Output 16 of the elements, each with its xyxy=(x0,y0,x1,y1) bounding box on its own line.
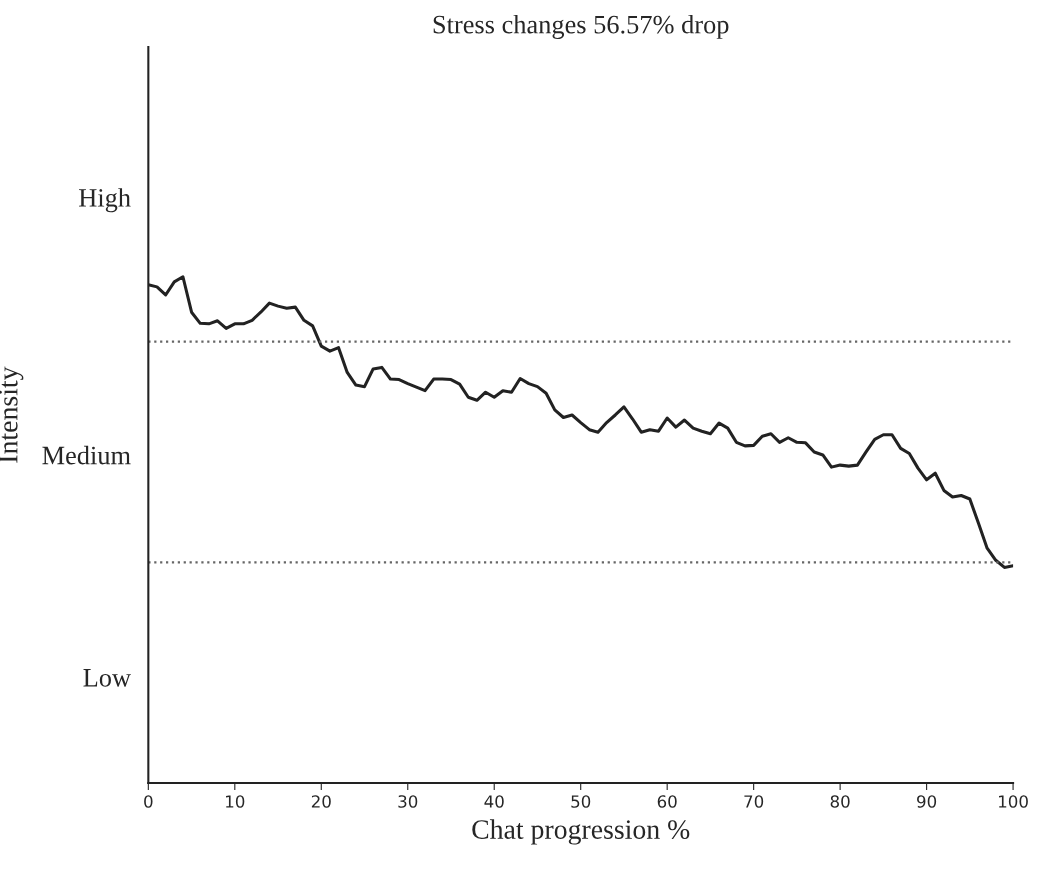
x-tick-label: 10 xyxy=(226,795,245,808)
chart-title: Stress changes 56.57% drop xyxy=(433,14,729,39)
x-tick-label: 50 xyxy=(571,795,591,808)
x-tick-label: 60 xyxy=(657,795,677,808)
x-tick-label: 0 xyxy=(144,795,153,808)
x-tick-label: 30 xyxy=(398,795,418,808)
x-tick-label: 40 xyxy=(484,795,504,808)
x-tick-label: 90 xyxy=(917,795,937,808)
x-tick-label: 100 xyxy=(999,795,1028,808)
x-axis-title: Chat progression % xyxy=(472,819,690,845)
x-tick-label: 80 xyxy=(830,795,850,808)
x-tick-label: 20 xyxy=(311,795,331,808)
text: High xyxy=(79,188,131,213)
text: Low xyxy=(83,669,131,687)
x-tick-label: 70 xyxy=(744,795,764,808)
text: Medium xyxy=(42,445,131,465)
